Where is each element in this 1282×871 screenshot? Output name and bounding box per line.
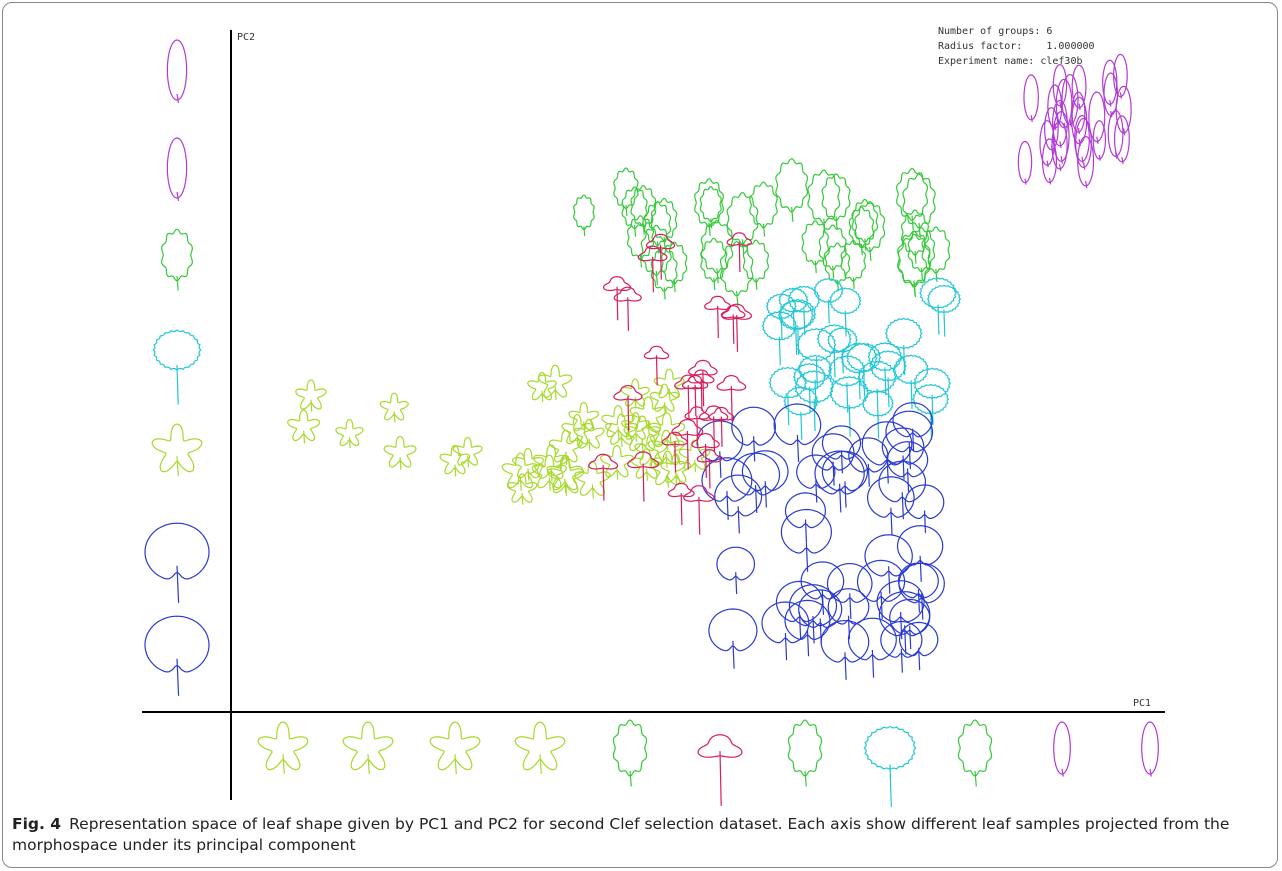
leaf-shape — [797, 329, 836, 390]
leaf-shape — [821, 621, 869, 680]
leaf-shape — [384, 436, 416, 469]
leaf-shape — [440, 445, 470, 476]
leaf-shape — [288, 410, 320, 443]
leaf-shape — [786, 493, 826, 543]
leaf-shape — [913, 384, 948, 440]
leaf-shape — [742, 451, 788, 508]
leaf-shape — [695, 179, 724, 236]
leaf-shape — [732, 453, 780, 513]
leaf-shape — [868, 477, 915, 535]
leaf-shape — [145, 523, 209, 603]
leaf-shape — [1053, 65, 1066, 108]
leaf-shape — [864, 726, 915, 807]
info-line: Radius factor: 1.000000 — [938, 41, 1095, 52]
leaf-shape — [689, 360, 717, 406]
leaf-shape — [604, 277, 631, 321]
leaf-shape — [296, 380, 326, 412]
leaf-shape — [651, 248, 677, 300]
leaf-shape — [539, 365, 572, 400]
leaf-shape — [343, 722, 393, 774]
leaf-shape — [380, 393, 408, 422]
leaf-shape — [855, 202, 885, 261]
leaf-shape — [849, 618, 897, 677]
leaf-shape — [638, 246, 667, 292]
leaf-shape — [750, 182, 777, 237]
leaf-shape — [152, 424, 202, 476]
leaf-shape — [776, 159, 808, 222]
leaf-shape — [1018, 142, 1031, 185]
leaf-shape — [958, 720, 991, 787]
caption-text: Representation space of leaf shape given… — [12, 815, 1229, 854]
leaf-shape — [721, 242, 753, 307]
leaf-shape — [574, 195, 595, 236]
leaf-shape — [167, 138, 186, 201]
leaf-shape — [721, 306, 745, 344]
leaf-shape — [762, 602, 809, 660]
leaf-shape — [879, 461, 925, 519]
leaf-shape — [453, 437, 482, 467]
leaf-shape — [715, 475, 762, 533]
leaf-shape — [722, 304, 751, 352]
leaf-shape — [828, 564, 873, 619]
leaf-shape — [1142, 722, 1159, 776]
leaf-shape — [614, 287, 641, 331]
leaf-shape — [823, 426, 861, 473]
leaf-shape — [336, 420, 363, 448]
x-axis-label: PC1 — [1133, 698, 1151, 709]
figure: PC2 PC1 Number of groups: 6 Radius facto… — [0, 0, 1282, 810]
leaf-shape — [507, 474, 537, 505]
info-line: Number of groups: 6 — [938, 26, 1052, 37]
leaf-shape — [701, 238, 727, 290]
leaf-shape — [815, 451, 864, 512]
caption-label: Fig. 4 — [12, 815, 61, 833]
leaf-shape — [145, 616, 209, 696]
leaf-shape — [662, 242, 687, 292]
leaf-shape — [709, 408, 733, 447]
leaf-shape — [701, 220, 732, 283]
leaf-shape — [1024, 75, 1038, 122]
leaf-shape — [903, 174, 935, 238]
leaf-shape — [167, 40, 186, 103]
leaf-shape — [613, 720, 646, 787]
leaf-shape — [515, 722, 565, 774]
leaf-shape — [1054, 722, 1071, 776]
leaf-shape — [920, 278, 956, 335]
leaf-shape — [709, 609, 757, 669]
leaf-shape — [774, 404, 821, 462]
leaf-shape — [684, 486, 714, 535]
leaf-shape — [698, 735, 742, 806]
leaf-shape — [654, 369, 684, 400]
leaf-shape — [1114, 54, 1128, 98]
leaf-shape — [788, 720, 821, 787]
leaf-shape — [784, 387, 818, 440]
leaf-shape — [258, 722, 308, 774]
page: PC2 PC1 Number of groups: 6 Radius facto… — [0, 0, 1282, 871]
y-axis-label: PC2 — [237, 32, 255, 43]
leaf-shape — [819, 225, 846, 279]
leaf-shape — [430, 722, 480, 774]
leaf-shape — [621, 379, 649, 408]
leaf-shape — [528, 372, 557, 402]
leaf-shape — [717, 547, 755, 594]
leaf-shape — [812, 434, 854, 486]
leaf-shape — [162, 229, 193, 290]
leaf-shape — [153, 330, 200, 405]
leaf-shape — [668, 483, 694, 525]
